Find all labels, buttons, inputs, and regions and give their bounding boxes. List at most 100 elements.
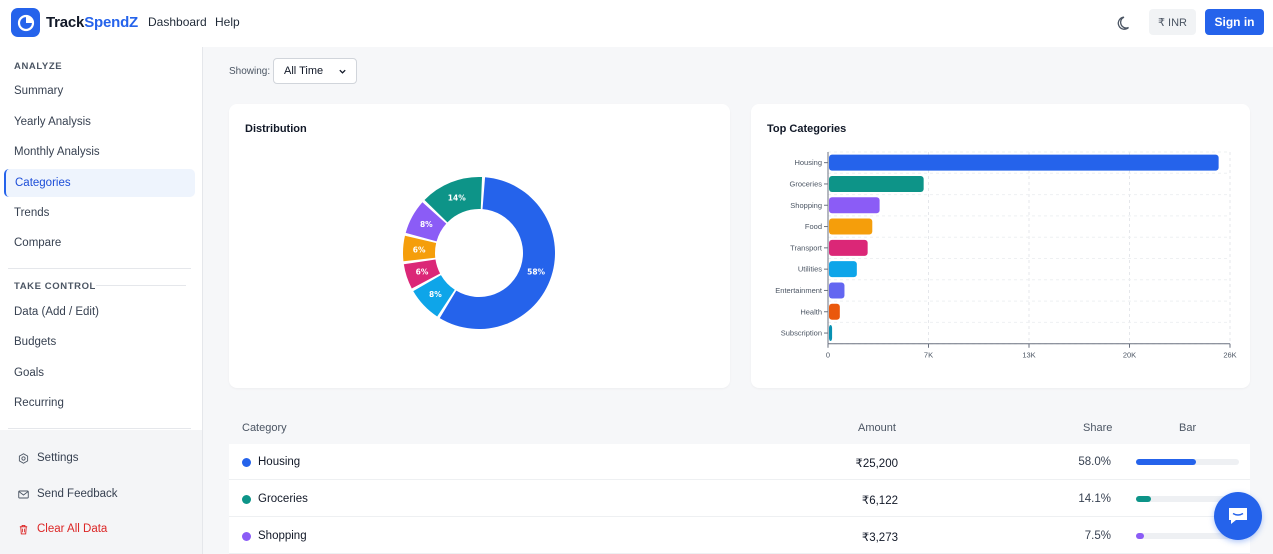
pie-logo-icon: [17, 14, 34, 31]
clear-all-data-label: Clear All Data: [37, 523, 108, 535]
x-tick-label: 0: [826, 351, 830, 360]
brand-name[interactable]: TrackSpendZ: [46, 14, 138, 31]
donut-chart: 58% 8% 6% 6% 8% 14%: [403, 177, 555, 329]
chevron-down-icon: [339, 69, 346, 74]
x-tick-label: 26K: [1223, 351, 1236, 360]
section-take-control-label: TAKE CONTROL: [14, 281, 96, 292]
bar-entertainment[interactable]: [829, 282, 845, 299]
sidebar-item-goals[interactable]: Goals: [14, 367, 45, 379]
category-share: 7.5%: [1084, 530, 1111, 542]
sidebar-item-budgets[interactable]: Budgets: [14, 336, 57, 348]
settings-label: Settings: [37, 452, 79, 464]
brand-suffix: SpendZ: [84, 14, 139, 31]
clear-all-data-link[interactable]: Clear All Data: [18, 523, 107, 535]
category-name: Housing: [258, 456, 301, 468]
donut-slice-label: 8%: [429, 290, 442, 299]
time-range-select[interactable]: All Time: [273, 58, 357, 84]
sidebar-item-monthly-analysis[interactable]: Monthly Analysis: [14, 146, 100, 158]
top-categories-card: Top Categories Housing Groceries Shopping F…: [751, 104, 1250, 388]
donut-slice-label: 58%: [527, 267, 545, 276]
table-row[interactable]: Housing ₹25,200 58.0%: [229, 444, 1250, 480]
sidebar-item-trends[interactable]: Trends: [14, 207, 50, 219]
x-tick-label: 7K: [924, 351, 933, 360]
currency-button[interactable]: ₹ INR: [1149, 9, 1196, 35]
y-tick-label: Subscription: [781, 329, 822, 338]
table-row[interactable]: Shopping ₹3,273 7.5%: [229, 518, 1250, 554]
send-feedback-link[interactable]: Send Feedback: [18, 488, 118, 500]
bar-subscription[interactable]: [829, 325, 833, 342]
time-range-value: All Time: [284, 65, 324, 77]
share-bar-track: [1136, 496, 1239, 502]
table-row[interactable]: Groceries ₹6,122 14.1%: [229, 481, 1250, 517]
nav-dashboard[interactable]: Dashboard: [148, 15, 207, 29]
col-header-bar: Bar: [1179, 422, 1197, 434]
bar-groceries[interactable]: [829, 175, 924, 192]
bar-utilities[interactable]: [829, 261, 857, 278]
category-color-dot: [242, 532, 251, 541]
app-logo[interactable]: [11, 8, 40, 37]
chat-button[interactable]: [1214, 492, 1262, 540]
category-name: Shopping: [258, 530, 307, 542]
top-header: TrackSpendZ Dashboard Help ₹ INR Sign in: [0, 0, 1273, 47]
category-amount: ₹3,273: [861, 532, 898, 544]
sidebar: ANALYZE Summary Yearly Analysis Monthly …: [0, 47, 203, 554]
bar-transport[interactable]: [829, 239, 868, 256]
gear-icon: [18, 452, 29, 464]
settings-link[interactable]: Settings: [18, 452, 79, 464]
sidebar-item-compare[interactable]: Compare: [14, 237, 62, 249]
distribution-title: Distribution: [245, 123, 307, 135]
bar-shopping[interactable]: [829, 197, 880, 214]
y-tick-label: Housing: [794, 158, 822, 167]
chat-bubble-icon: [1229, 508, 1247, 524]
category-color-dot: [242, 495, 251, 504]
sidebar-divider: [8, 268, 191, 269]
sidebar-item-recurring[interactable]: Recurring: [14, 397, 64, 409]
top-categories-title: Top Categories: [767, 123, 847, 135]
donut-slice-groceries[interactable]: [424, 177, 483, 223]
col-header-amount[interactable]: Amount: [858, 422, 896, 434]
sidebar-item-yearly-analysis[interactable]: Yearly Analysis: [14, 116, 91, 128]
nav-help[interactable]: Help: [215, 15, 240, 29]
donut-slice-housing[interactable]: [439, 177, 555, 329]
categories-table: Housing ₹25,200 58.0% Groceries ₹6,122 1…: [229, 444, 1250, 554]
section-analyze-label: ANALYZE: [14, 61, 63, 72]
category-name: Groceries: [258, 493, 308, 505]
bar-chart: Housing Groceries Shopping Food Transport Uti…: [775, 151, 1237, 360]
y-tick-label: Shopping: [790, 201, 822, 210]
y-tick-label: Entertainment: [775, 286, 823, 295]
trash-icon: [19, 524, 28, 534]
bar-health[interactable]: [829, 303, 840, 320]
share-bar-fill: [1136, 459, 1196, 465]
donut-slice-utilities[interactable]: [413, 275, 455, 317]
sidebar-item-categories[interactable]: Categories: [4, 169, 195, 197]
sign-in-button[interactable]: Sign in: [1205, 9, 1264, 35]
donut-slice-transport[interactable]: [403, 259, 441, 289]
share-bar-track: [1136, 459, 1239, 465]
bar-food[interactable]: [829, 218, 873, 235]
brand-prefix: Track: [46, 14, 85, 31]
share-bar-fill: [1136, 533, 1144, 539]
showing-label: Showing:: [229, 66, 271, 77]
mail-icon: [18, 490, 29, 498]
sidebar-divider: [8, 428, 191, 429]
x-tick-label: 20K: [1123, 351, 1136, 360]
col-header-share[interactable]: Share: [1083, 422, 1113, 434]
category-amount: ₹6,122: [861, 495, 898, 507]
donut-slice-food[interactable]: [403, 235, 437, 262]
x-tick-label: 13K: [1022, 351, 1035, 360]
y-tick-label: Food: [805, 222, 822, 231]
sidebar-item-summary[interactable]: Summary: [14, 85, 64, 97]
distribution-card: Distribution 58% 8% 6% 6% 8% 14%: [229, 104, 730, 388]
sidebar-item-data[interactable]: Data (Add / Edit): [14, 306, 100, 318]
sidebar-footer: Settings Send Feedback Clear All Data: [0, 430, 202, 554]
moon-icon[interactable]: [1116, 14, 1134, 32]
bar-housing[interactable]: [829, 154, 1219, 171]
donut-slice-shopping[interactable]: [405, 202, 447, 242]
donut-slice-label: 6%: [416, 268, 429, 277]
y-tick-label: Groceries: [789, 179, 822, 188]
send-feedback-label: Send Feedback: [37, 488, 118, 500]
section-line: [96, 285, 186, 286]
category-amount: ₹25,200: [855, 458, 899, 470]
category-share: 14.1%: [1078, 493, 1111, 505]
col-header-category[interactable]: Category: [242, 422, 287, 434]
